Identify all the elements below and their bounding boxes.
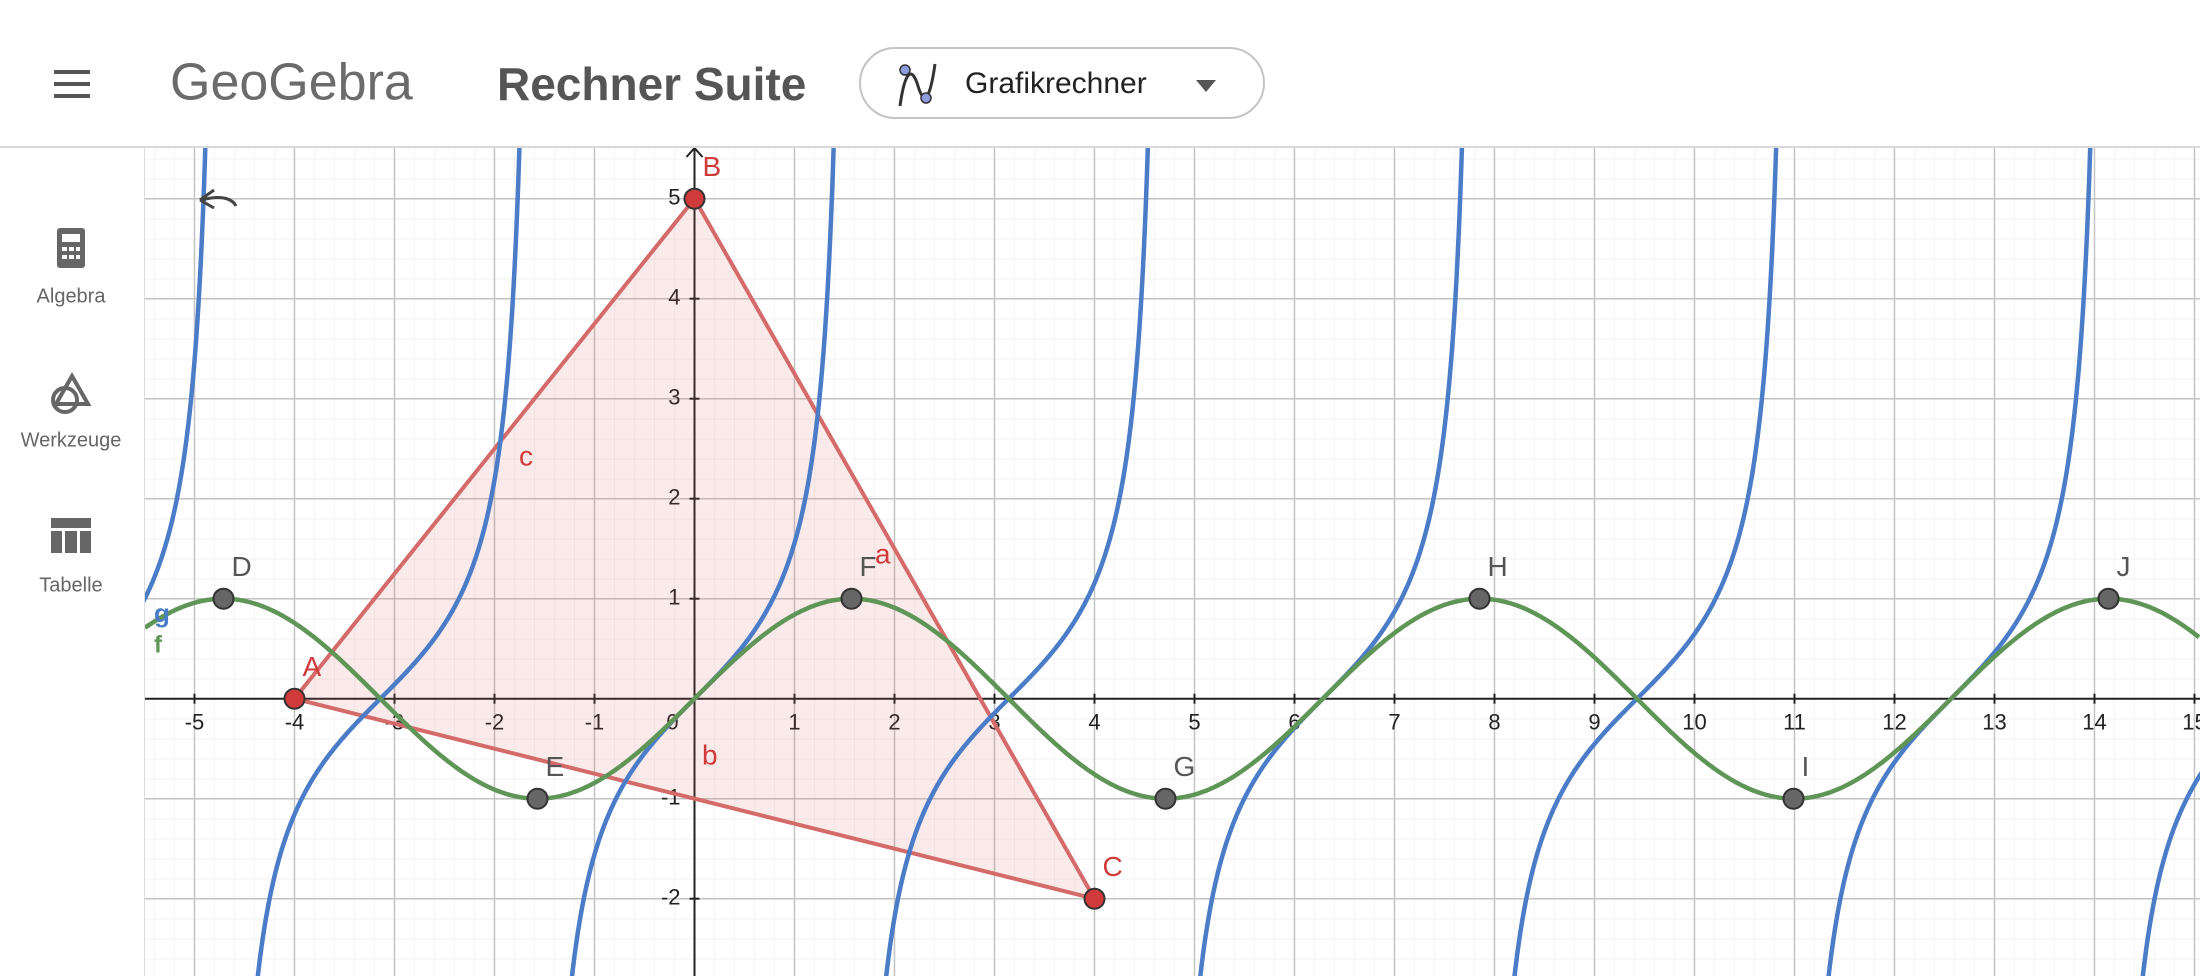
y-tick-label: -2 xyxy=(661,885,681,910)
dropdown-label[interactable]: Grafikrechner xyxy=(965,67,1147,100)
point xyxy=(212,587,235,610)
sidebar-label[interactable]: Algebra xyxy=(37,285,107,307)
x-tick-label: 1 xyxy=(788,710,800,735)
tools-icon[interactable] xyxy=(51,371,92,414)
point-label: D xyxy=(232,551,252,582)
point-label: J xyxy=(2117,551,2131,582)
x-tick-label: -5 xyxy=(185,710,205,735)
x-tick-label: 12 xyxy=(1882,710,1906,735)
point-label: C xyxy=(1103,851,1123,882)
x-tick-label: -2 xyxy=(485,710,505,735)
dropdown-arrow[interactable] xyxy=(1196,80,1216,92)
y-tick-label: 1 xyxy=(668,585,680,610)
segment-label: c xyxy=(519,440,533,471)
x-tick-label: -4 xyxy=(285,710,305,735)
point-label: B xyxy=(703,151,722,182)
x-tick-label: 2 xyxy=(888,710,900,735)
point-label: F xyxy=(860,551,877,582)
point-label: H xyxy=(1488,551,1508,582)
x-tick-label: 4 xyxy=(1088,710,1100,735)
point-label: E xyxy=(546,751,565,782)
x-tick-label: 15 xyxy=(2182,710,2200,735)
undo-button[interactable] xyxy=(199,188,238,210)
x-tick-label: 8 xyxy=(1488,710,1500,735)
point xyxy=(1154,787,1177,810)
logo[interactable]: GeoGebra xyxy=(170,54,413,112)
algebra-icon[interactable] xyxy=(57,228,85,268)
point xyxy=(1468,587,1491,610)
x-tick-label: 7 xyxy=(1388,710,1400,735)
x-tick-label: 9 xyxy=(1588,710,1600,735)
x-tick-label: 14 xyxy=(2082,710,2106,735)
point xyxy=(683,187,706,210)
y-tick-label: 5 xyxy=(668,185,680,210)
y-tick-label: 3 xyxy=(668,385,680,410)
sidebar xyxy=(0,148,144,976)
sidebar-label[interactable]: Werkzeuge xyxy=(21,429,122,451)
sidebar-label[interactable]: Tabelle xyxy=(39,574,102,596)
point xyxy=(283,687,306,710)
point-label: I xyxy=(1802,751,1810,782)
segment-label: b xyxy=(702,739,718,770)
app-icon-dot xyxy=(899,64,911,76)
x-tick-label: -1 xyxy=(585,710,605,735)
point xyxy=(1083,887,1106,910)
x-tick-label: 11 xyxy=(1783,710,1806,735)
x-tick-label: 10 xyxy=(1682,710,1706,735)
dropdown-box[interactable] xyxy=(859,47,1265,119)
point-label: G xyxy=(1174,751,1196,782)
function-label: f xyxy=(154,631,163,658)
table-icon[interactable] xyxy=(51,518,91,553)
point-label: A xyxy=(303,651,322,682)
app-dropdown[interactable]: Grafikrechner xyxy=(859,47,1265,119)
x-tick-label: 5 xyxy=(1188,710,1200,735)
segment-label: a xyxy=(875,538,891,569)
menu-button[interactable] xyxy=(54,70,90,98)
app-icon-dot xyxy=(920,92,932,104)
point xyxy=(2097,587,2120,610)
function-label: g xyxy=(154,598,170,628)
app-icon xyxy=(898,63,937,107)
y-tick-label: 2 xyxy=(668,485,680,510)
y-tick-label: 4 xyxy=(668,285,680,310)
point xyxy=(526,787,549,810)
app-suite-title: Rechner Suite xyxy=(497,58,806,110)
point xyxy=(1782,787,1805,810)
triangle xyxy=(292,196,1097,901)
point xyxy=(840,587,863,610)
x-tick-label: 13 xyxy=(1982,710,2006,735)
